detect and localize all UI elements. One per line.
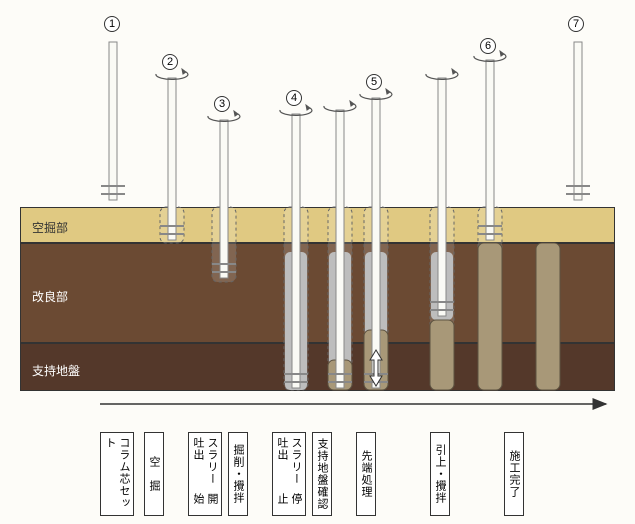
stage-number-1: 1 (104, 16, 120, 32)
stage-number-5: 5 (366, 74, 382, 90)
step-label: 先端処理 (356, 432, 376, 516)
stage-number-7: 7 (568, 16, 584, 32)
stage-number-2: 2 (162, 54, 178, 70)
step-label: 支持地盤確認 (312, 432, 332, 516)
step-label: スラリー吐出停止 (272, 432, 306, 516)
step-label: 空 掘 (144, 432, 164, 516)
stage-number-6: 6 (480, 38, 496, 54)
step-label: 掘削・攪拌 (228, 432, 248, 516)
step-label: 施工完了 (504, 432, 524, 516)
step-label: スラリー吐出開始 (188, 432, 222, 516)
stage-number-3: 3 (214, 96, 230, 112)
bottom-labels-row: コラム芯セット空 掘 スラリー吐出開始掘削・攪拌 スラリー吐出停止支持地盤確認 先端処… (100, 432, 615, 518)
step-label: コラム芯セット (100, 432, 134, 516)
stage-number-4: 4 (286, 90, 302, 106)
step-label: 引上・攪拌 (430, 432, 450, 516)
diagram-container: { "canvas": { "width": 635, "height": 52… (0, 0, 635, 524)
